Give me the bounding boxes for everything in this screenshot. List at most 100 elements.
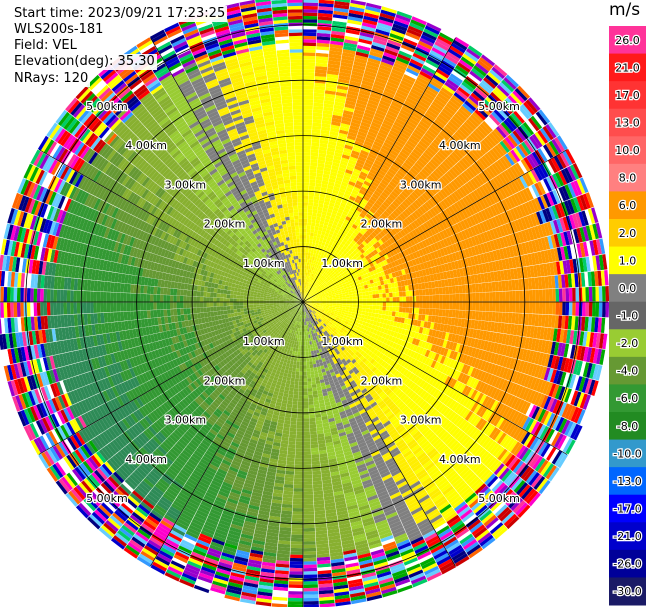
velocity-bin [316,36,331,41]
velocity-bin [308,286,311,291]
velocity-bin [359,171,368,178]
velocity-bin [319,220,325,225]
velocity-bin [303,72,315,76]
velocity-bin [418,215,426,224]
velocity-bin [397,53,411,62]
velocity-bin [319,193,326,198]
velocity-bin [393,121,405,129]
velocity-bin [493,128,505,141]
velocity-bin [470,191,479,202]
velocity-bin [394,207,402,215]
velocity-bin [535,302,540,314]
velocity-bin [416,159,426,169]
velocity-bin [475,311,480,321]
velocity-bin [494,145,505,157]
velocity-bin [340,224,347,230]
velocity-bin [342,237,348,243]
velocity-bin [303,295,305,299]
velocity-bin [439,177,448,187]
velocity-bin [437,35,453,46]
velocity-bin [478,104,491,116]
velocity-bin [357,41,372,48]
velocity-bin [324,90,336,95]
velocity-bin [401,285,406,292]
velocity-bin [477,59,491,72]
velocity-bin [487,193,496,205]
velocity-bin [358,292,363,296]
velocity-bin [323,253,328,258]
velocity-bin [346,224,352,230]
velocity-bin [305,252,309,256]
velocity-bin [354,165,363,172]
velocity-bin [365,137,375,144]
velocity-bin [345,29,360,35]
velocity-bin [491,163,501,175]
velocity-bin [392,297,397,302]
velocity-bin [344,235,350,240]
velocity-bin [411,212,419,220]
velocity-bin [335,283,340,287]
velocity-bin [332,17,348,23]
velocity-bin [471,163,481,175]
velocity-bin [377,285,382,290]
velocity-bin [439,231,446,240]
velocity-bin [389,203,397,211]
velocity-bin [473,235,481,246]
velocity-bin [546,176,556,191]
velocity-bin [351,204,358,210]
velocity-bin [567,199,575,214]
velocity-bin [455,285,460,294]
velocity-bin [536,165,546,180]
velocity-bin [548,122,560,137]
velocity-bin [386,258,392,264]
velocity-bin [396,170,406,178]
velocity-bin [303,272,305,276]
velocity-bin [328,285,333,289]
velocity-bin [331,118,342,123]
velocity-bin [343,45,357,52]
velocity-bin [374,137,385,145]
velocity-bin [333,287,338,290]
velocity-bin [332,114,342,120]
velocity-bin [313,270,317,275]
velocity-bin [326,77,338,82]
velocity-bin [395,286,399,293]
velocity-bin [429,103,442,114]
velocity-bin [308,265,311,270]
velocity-bin [375,199,383,207]
velocity-bin [390,190,399,198]
velocity-bin [303,242,306,246]
velocity-bin [303,295,305,299]
velocity-bin [483,99,496,111]
velocity-bin [402,227,409,235]
velocity-bin [342,304,347,307]
velocity-bin [453,190,462,201]
velocity-bin [507,196,516,209]
velocity-bin [551,138,562,154]
velocity-bin [582,302,586,317]
velocity-bin [436,116,448,126]
velocity-bin [360,274,366,280]
velocity-bin [308,295,312,299]
velocity-bin [421,203,430,212]
velocity-bin [570,198,579,213]
velocity-bin [485,302,490,312]
velocity-bin [424,238,431,247]
velocity-bin [328,264,333,269]
velocity-bin [542,209,550,223]
velocity-bin [332,298,337,301]
velocity-bin [362,257,368,262]
velocity-bin [382,119,394,127]
velocity-bin [387,39,402,48]
velocity-bin [429,197,438,206]
velocity-bin [383,241,390,248]
velocity-bin [332,207,339,212]
velocity-bin [327,70,339,76]
velocity-bin [454,36,470,48]
velocity-bin [320,187,327,192]
velocity-bin [504,223,512,235]
velocity-bin [505,117,518,130]
velocity-bin [355,162,364,169]
velocity-bin [305,282,308,286]
velocity-bin [331,121,341,127]
